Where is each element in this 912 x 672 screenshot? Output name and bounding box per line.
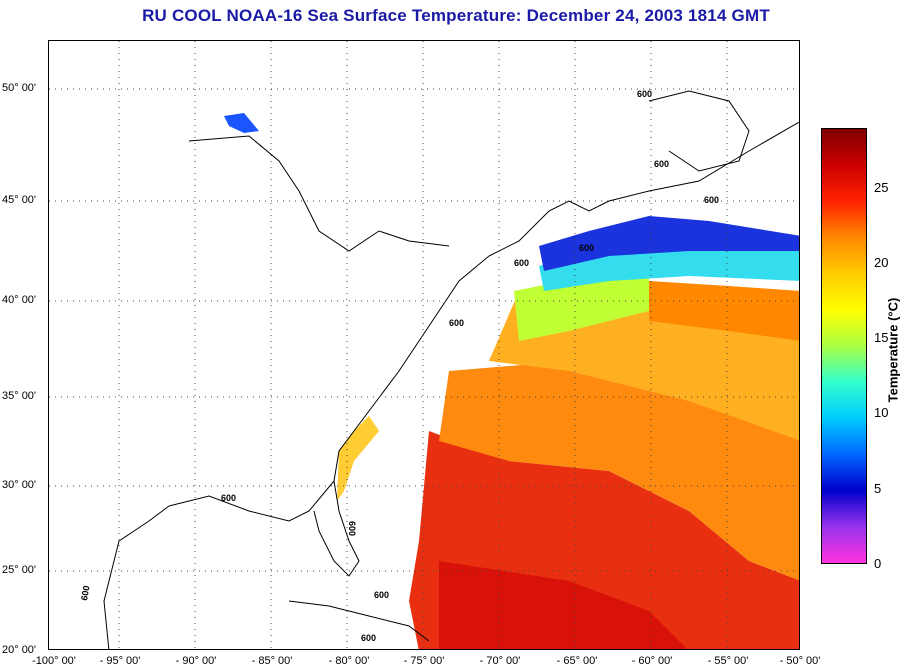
sst-region-south-red [439,561,687,649]
sst-region-coast-strip [337,416,379,501]
lat-label-50: 50° 00' [2,82,37,94]
lon-label-70: - 70° 00' [479,655,521,667]
contour-labels: 600 600 600 600 600 600 600 600 600 600 … [79,89,719,643]
lon-label-85: - 85° 00' [251,655,293,667]
lat-label-25: 25° 00' [2,564,37,576]
coastline-gulf [103,505,170,649]
coastline-newfoundland [648,90,750,172]
contour-label-600: 600 [449,318,464,328]
sst-region-mid-orange [439,361,799,581]
coastline-great-lakes [188,135,450,252]
lat-label-45: 45° 00' [2,194,37,206]
colorbar-tick-5: 5 [874,481,882,496]
coastline-east [168,121,799,522]
colorbar-tick-0: 0 [874,556,882,571]
sst-data-layer [224,113,799,649]
lon-label-65: - 65° 00' [556,655,598,667]
lon-label-60: - 60° 00' [631,655,673,667]
sst-region-north-blue [539,216,799,271]
colorbar-tick-15: 15 [874,330,889,345]
coastline-layer [103,90,799,649]
lat-label-20: 20° 00' [2,644,37,656]
temperature-colorbar [821,128,867,564]
lon-label-95: - 95° 00' [99,655,141,667]
sst-region-lake-superior [224,113,259,133]
colorbar-tick-25: 25 [874,180,889,195]
lon-label-100: -100° 00' [32,655,76,667]
sst-map: 600 600 600 600 600 600 600 600 600 600 … [48,40,800,650]
contour-label-600: 600 [579,243,594,253]
lon-label-55: - 55° 00' [707,655,749,667]
contour-label-600: 600 [637,89,652,99]
contour-label-600: 600 [361,633,376,643]
contour-label-600: 600 [704,195,719,205]
contour-label-600: 600 [374,590,389,600]
sst-region-gulf-stream [649,281,799,341]
lat-label-30: 30° 00' [2,479,37,491]
map-canvas: 600 600 600 600 600 600 600 600 600 600 … [49,41,799,649]
coastline-cuba [288,600,430,642]
contour-label-600: 600 [514,258,529,268]
lat-label-40: 40° 00' [2,294,37,306]
lon-label-50: - 50° 00' [779,655,821,667]
contour-label-600: 600 [347,521,357,536]
contour-label-600: 600 [79,585,91,602]
lon-label-80: - 80° 00' [328,655,370,667]
colorbar-label: Temperature (°C) [885,297,901,403]
sst-region-shelf-cyan [539,246,799,291]
lon-label-75: - 75° 00' [403,655,445,667]
page-title: RU COOL NOAA-16 Sea Surface Temperature:… [142,6,770,25]
coastline-florida [313,480,360,577]
lat-label-35: 35° 00' [2,390,37,402]
lon-label-90: - 90° 00' [175,655,217,667]
colorbar-tick-20: 20 [874,255,889,270]
contour-label-600: 600 [654,159,669,169]
contour-label-600: 600 [221,493,236,503]
colorbar-tick-10: 10 [874,405,889,420]
